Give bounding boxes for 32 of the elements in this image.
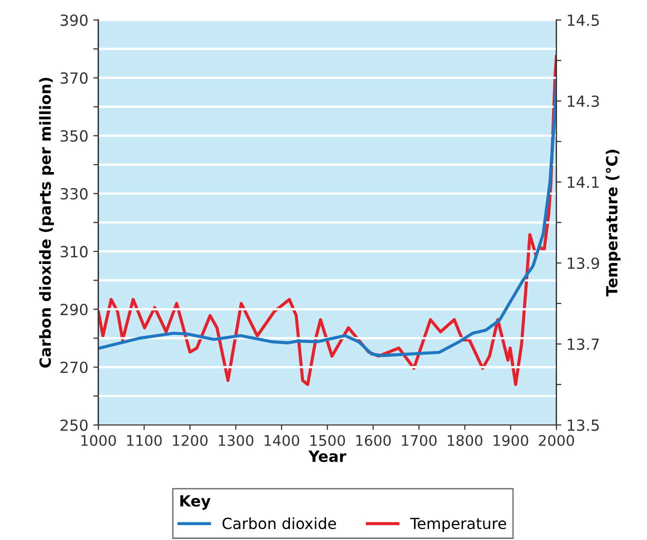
x-tick-label: 1100 (127, 434, 162, 446)
x-tick-label: 1600 (356, 434, 391, 446)
y2-axis-title: Temperature (°C) (606, 150, 620, 296)
x-tick-label: 1500 (310, 434, 345, 446)
x-tick-label: 1800 (448, 434, 482, 446)
y2-tick-label: 14.1 (568, 176, 599, 188)
x-tick-label: 1200 (173, 434, 208, 446)
line-series (98, 79, 556, 358)
legend-label: Temperature (410, 518, 506, 532)
y2-tick-label: 13.7 (568, 338, 599, 350)
x-tick-label: 1000 (81, 434, 116, 446)
y2-tick-label: 14.3 (568, 95, 599, 107)
y-tick-label: 250 (60, 419, 88, 431)
y-tick-label: 310 (60, 246, 88, 258)
x-tick-label: 1700 (402, 434, 437, 446)
y-tick-label: 370 (60, 72, 88, 84)
y-tick-label: 290 (60, 304, 88, 316)
y-axis-title: Carbon dioxide (parts per million) (39, 78, 54, 368)
legend-label: Carbon dioxide (222, 517, 336, 530)
x-tick-label: 1400 (264, 434, 300, 446)
y-tick-label: 350 (60, 130, 88, 142)
y2-tick-label: 13.9 (568, 257, 600, 269)
legend-title: Key (180, 495, 211, 510)
y-tick-label: 390 (60, 14, 88, 26)
x-tick-label: 2000 (538, 434, 574, 446)
x-axis-title: Year (308, 450, 346, 462)
y2-tick-label: 14.5 (568, 14, 599, 26)
y2-tick-label: 13.5 (568, 419, 599, 431)
x-tick-label: 1300 (218, 434, 254, 446)
y-tick-label: 330 (60, 188, 88, 200)
y-tick-label: 270 (60, 362, 88, 374)
x-tick-label: 1900 (494, 434, 528, 446)
